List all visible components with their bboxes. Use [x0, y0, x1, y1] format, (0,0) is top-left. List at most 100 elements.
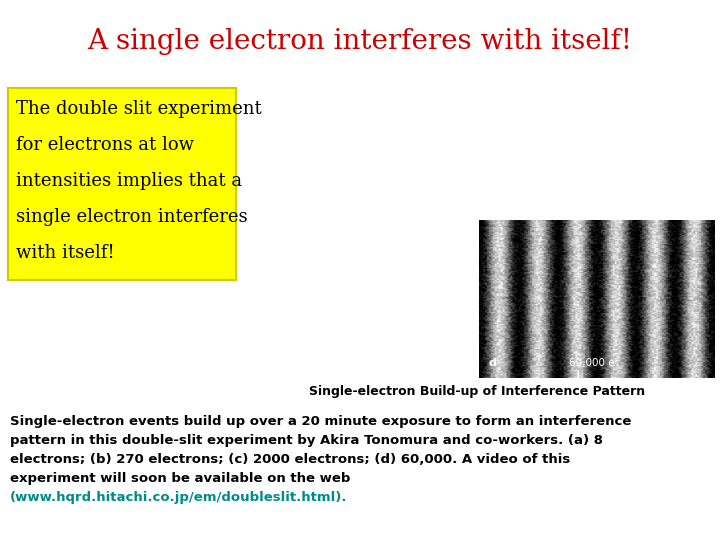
Point — [257, 262, 269, 271]
Point — [407, 301, 418, 309]
Point — [652, 66, 664, 75]
Point — [343, 276, 355, 285]
Point — [631, 196, 643, 205]
Point — [435, 316, 446, 325]
Point — [530, 85, 541, 94]
Point — [253, 316, 264, 325]
Point — [562, 187, 573, 196]
Text: 270 e⁻: 270 e⁻ — [569, 197, 603, 207]
Point — [325, 363, 337, 372]
Point — [379, 328, 391, 336]
Point — [323, 318, 334, 327]
Point — [386, 225, 397, 233]
Point — [342, 286, 354, 295]
Point — [480, 58, 492, 66]
Point — [242, 360, 253, 368]
Point — [436, 294, 448, 302]
Point — [464, 286, 476, 294]
Point — [382, 303, 394, 312]
Point — [461, 313, 472, 321]
Point — [393, 316, 405, 325]
Point — [283, 249, 294, 258]
Point — [371, 245, 382, 254]
Point — [377, 268, 388, 277]
Point — [696, 160, 708, 169]
Point — [336, 302, 348, 310]
Point — [305, 337, 317, 346]
Point — [390, 283, 402, 292]
Point — [503, 91, 514, 99]
Point — [384, 230, 396, 238]
Point — [390, 248, 402, 257]
Point — [285, 305, 297, 314]
Point — [661, 60, 672, 69]
Point — [400, 274, 412, 283]
Point — [361, 223, 373, 232]
Point — [310, 254, 322, 263]
Point — [597, 126, 608, 135]
Point — [680, 166, 692, 175]
Point — [431, 265, 442, 273]
Point — [328, 298, 339, 307]
Point — [280, 251, 292, 260]
Point — [351, 316, 362, 325]
Point — [375, 293, 387, 301]
Point — [255, 292, 266, 300]
Point — [242, 361, 253, 370]
Point — [292, 306, 303, 315]
Point — [444, 316, 455, 325]
Point — [356, 232, 367, 241]
Point — [449, 308, 460, 317]
Point — [377, 288, 389, 297]
Point — [273, 346, 284, 355]
Point — [457, 296, 469, 305]
Point — [313, 300, 325, 308]
Point — [462, 303, 473, 312]
Point — [603, 113, 614, 122]
Point — [391, 357, 402, 366]
Point — [509, 197, 521, 205]
Point — [253, 332, 265, 341]
Point — [279, 268, 290, 277]
Point — [307, 235, 318, 244]
Point — [374, 322, 385, 331]
Point — [336, 245, 348, 254]
Point — [361, 244, 373, 253]
Point — [342, 328, 354, 336]
Point — [621, 59, 632, 68]
Point — [462, 296, 474, 305]
Point — [333, 340, 345, 348]
Point — [382, 346, 394, 355]
Point — [247, 332, 258, 341]
Point — [281, 254, 292, 262]
Point — [292, 296, 304, 305]
Point — [274, 364, 285, 373]
Point — [410, 256, 422, 265]
Point — [642, 184, 653, 193]
Point — [284, 310, 296, 319]
Point — [384, 239, 395, 248]
Point — [492, 127, 504, 136]
Point — [392, 324, 404, 333]
Point — [265, 224, 276, 233]
Point — [355, 242, 366, 251]
Point — [426, 233, 438, 241]
Point — [270, 363, 282, 372]
Point — [431, 281, 442, 290]
Point — [325, 234, 337, 242]
Point — [258, 248, 269, 256]
Point — [424, 353, 436, 361]
Point — [338, 309, 349, 318]
Point — [297, 346, 308, 354]
Point — [329, 301, 341, 309]
Point — [380, 219, 392, 227]
Point — [413, 279, 424, 287]
Point — [437, 259, 449, 268]
Point — [609, 76, 621, 84]
Point — [499, 191, 510, 200]
Point — [637, 130, 649, 138]
Point — [420, 248, 432, 256]
Point — [510, 195, 522, 204]
Point — [555, 91, 567, 99]
Point — [295, 242, 307, 251]
